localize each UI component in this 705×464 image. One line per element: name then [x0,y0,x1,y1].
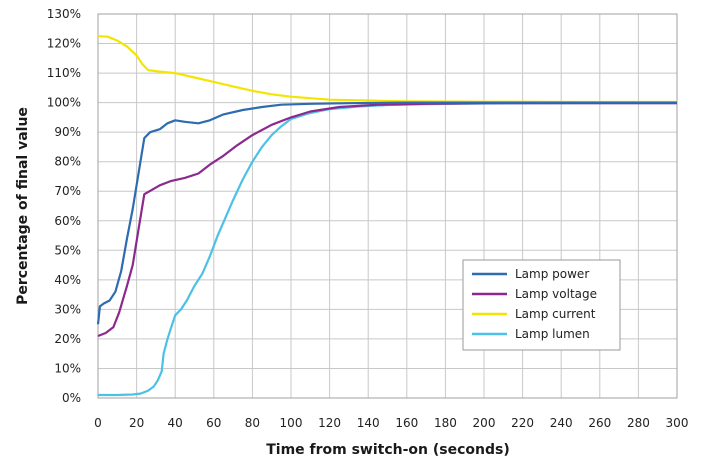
plot-area-border [97,13,678,399]
series-line-lamp-power [96,101,677,325]
x-tick-label: 300 [666,416,689,430]
y-tick-label: 30% [54,302,81,316]
x-tick-label: 0 [94,416,102,430]
x-tick-label: 160 [395,416,418,430]
y-tick-label: 20% [54,332,81,346]
series-line-lamp-voltage [97,102,677,338]
x-tick-label: 140 [357,416,380,430]
y-tick-label: 70% [54,184,81,198]
x-tick-label: 20 [129,416,144,430]
x-tick-label: 60 [206,416,221,430]
x-tick-label: 200 [473,416,496,430]
series-line-lamp-current [97,35,677,104]
y-tick-label: 100% [47,96,81,110]
x-tick-label: 280 [627,416,650,430]
series-lines [96,35,677,397]
y-axis-title: Percentage of final value [15,107,31,305]
x-tick-label: 260 [588,416,611,430]
y-tick-label: 40% [54,273,81,287]
legend-entry-label: Lamp power [515,267,589,281]
y-tick-label: 130% [47,7,81,21]
legend: Lamp power Lamp voltage Lamp current Lamp l… [462,259,621,351]
legend-entry-label: Lamp current [515,307,596,321]
y-tick-label: 50% [54,243,81,257]
series-line-lamp-lumen [98,102,677,397]
x-tick-label: 120 [318,416,341,430]
x-tick-label: 180 [434,416,457,430]
x-tick-label: 240 [550,416,573,430]
x-tick-label: 80 [245,416,260,430]
y-tick-label: 110% [47,66,81,80]
y-tick-label: 10% [54,361,81,375]
legend-entry-label: Lamp lumen [515,327,590,341]
x-axis-title: Time from switch-on (seconds) [266,442,510,458]
legend-entry-label: Lamp voltage [515,287,597,301]
x-tick-label: 100 [280,416,303,430]
y-tick-label: 60% [54,214,81,228]
x-axis-ticks: 0 20 40 60 80 100 120 140 160 180 200 220 240 260 280 3… [94,416,688,430]
x-tick-label: 220 [511,416,534,430]
y-tick-label: 0% [62,391,81,405]
x-tick-label: 40 [168,416,183,430]
y-tick-label: 120% [47,37,81,51]
y-tick-label: 80% [54,155,81,169]
y-axis-ticks: 0% 10% 20% 30% 40% 50% 60% 70% 80% 90% 100% 110% 120… [47,7,81,405]
y-tick-label: 90% [54,125,81,139]
